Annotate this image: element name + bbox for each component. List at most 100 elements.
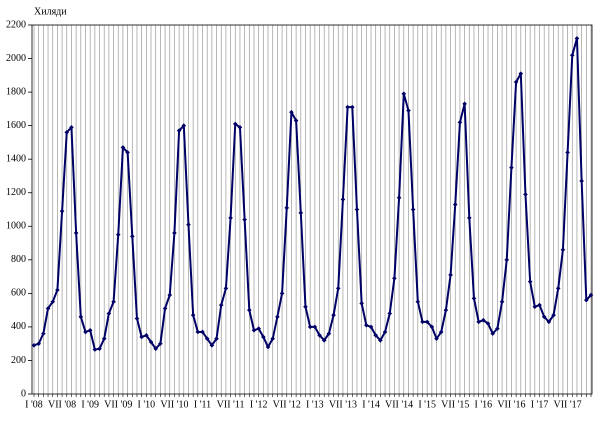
data-point [523, 192, 528, 197]
x-tick-label: VII '10 [160, 399, 188, 410]
data-point [120, 145, 126, 150]
data-point [125, 150, 130, 155]
data-point [134, 316, 140, 321]
data-point [289, 109, 294, 115]
data-point [158, 341, 163, 346]
data-point [401, 91, 407, 97]
x-tick-label: VII '08 [48, 399, 76, 410]
data-point [527, 279, 533, 284]
y-axis-label: Хиляди [34, 6, 67, 17]
data-point [513, 79, 519, 85]
data-point [312, 324, 318, 330]
data-point [279, 291, 285, 296]
data-point [392, 275, 397, 281]
data-point [31, 343, 37, 348]
data-point [429, 324, 435, 330]
data-point [45, 306, 51, 311]
x-tick-label: I '08 [25, 399, 43, 410]
data-point [509, 165, 514, 170]
data-point [148, 339, 154, 345]
data-point [97, 346, 102, 352]
data-point [41, 331, 46, 336]
data-point [560, 247, 566, 253]
x-tick-label: I '12 [250, 399, 268, 410]
x-tick-label: I '09 [81, 399, 99, 410]
data-point [115, 232, 121, 237]
x-tick-label: I '15 [418, 399, 436, 410]
data-point [153, 346, 158, 352]
x-tick-label: I '13 [306, 399, 324, 410]
data-point [420, 319, 425, 325]
data-point [424, 319, 430, 325]
x-tick-label: VII '12 [273, 399, 301, 410]
data-point [83, 329, 88, 335]
data-point [144, 332, 149, 338]
data-point [518, 71, 524, 76]
data-point [574, 36, 580, 41]
y-tick-label: 2200 [6, 19, 26, 30]
data-point [579, 178, 584, 184]
y-tick-label: 0 [21, 388, 26, 399]
data-point [495, 326, 500, 331]
x-tick-label: I '14 [362, 399, 380, 410]
data-point [59, 208, 65, 214]
data-point [242, 217, 247, 222]
data-point [256, 326, 261, 331]
data-point [462, 101, 467, 107]
data-point [92, 347, 98, 352]
data-point [247, 307, 252, 313]
data-point [335, 286, 341, 291]
grid [33, 25, 592, 394]
data-point [50, 299, 56, 305]
x-tick-label: VII '11 [217, 399, 245, 410]
x-tick-label: I '11 [194, 399, 211, 410]
y-tick-label: 1000 [6, 221, 26, 232]
y-tick-label: 1600 [6, 120, 26, 131]
data-point [532, 304, 538, 310]
data-point [457, 119, 463, 125]
data-point [588, 292, 594, 298]
y-tick-label: 800 [11, 254, 26, 265]
x-tick-label: VII '14 [385, 399, 413, 410]
data-point [555, 286, 561, 291]
data-point [541, 314, 547, 320]
data-point [354, 207, 360, 212]
data-point [139, 334, 144, 340]
y-tick-label: 1800 [6, 86, 26, 97]
y-tick-label: 600 [11, 288, 26, 299]
data-point [209, 343, 215, 348]
data-point [349, 104, 355, 110]
data-point [275, 314, 280, 320]
x-tick-label: VII '09 [104, 399, 132, 410]
data-point [340, 197, 346, 202]
data-point [186, 222, 191, 227]
x-tick-label: I '16 [475, 399, 493, 410]
data-point [228, 215, 233, 221]
data-point [298, 210, 304, 216]
data-point [162, 306, 168, 311]
data-point [387, 311, 393, 316]
data-point [303, 304, 308, 310]
data-point [218, 302, 224, 308]
data-point [87, 327, 93, 333]
data-point [36, 341, 41, 346]
data-point [176, 128, 182, 133]
data-point [326, 331, 332, 336]
x-tick-label: I '17 [531, 399, 549, 410]
data-point [415, 299, 421, 305]
plot-frame [31, 24, 593, 395]
data-point [223, 286, 229, 291]
data-point [368, 324, 374, 330]
data-point [373, 332, 378, 338]
y-tick-label: 200 [11, 355, 26, 366]
data-point [111, 299, 116, 305]
data-point [499, 299, 505, 305]
data-point [190, 312, 196, 318]
data-point [321, 338, 327, 343]
data-point [200, 329, 205, 335]
data-point [364, 322, 369, 328]
data-point [78, 314, 84, 320]
data-point [345, 104, 350, 110]
